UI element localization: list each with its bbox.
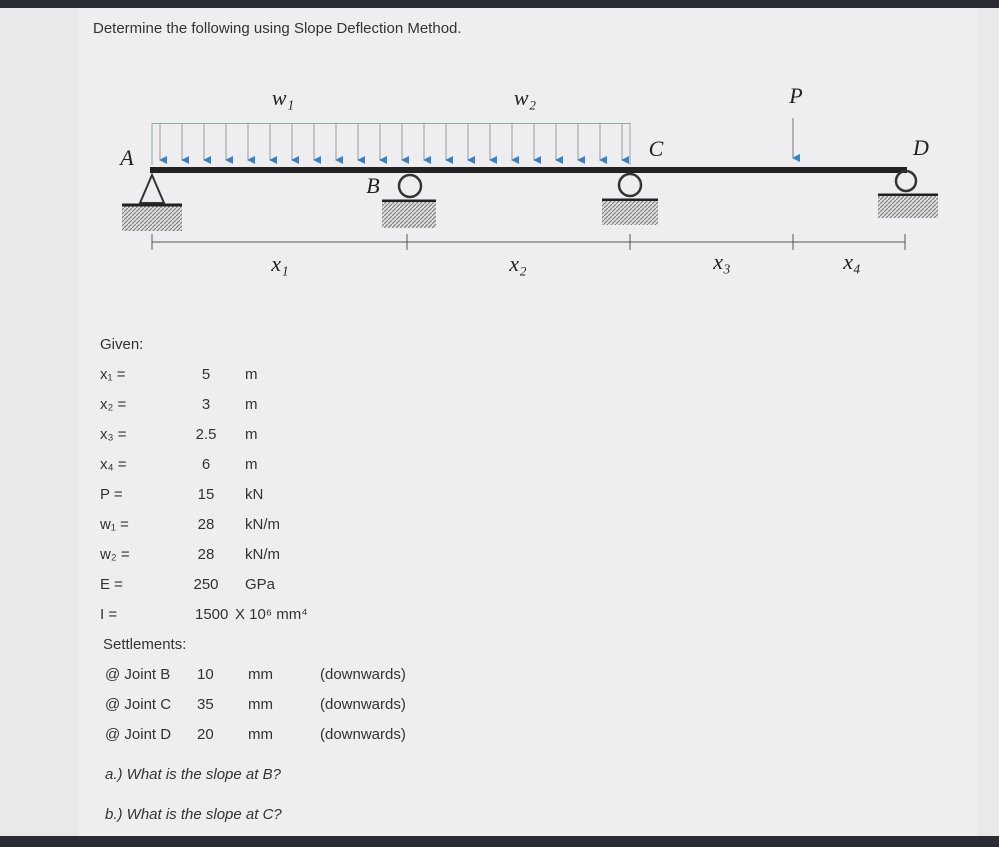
given-unit: X 10⁶ mm⁴ xyxy=(235,606,308,623)
settlement-unit: mm xyxy=(248,696,273,713)
load-label: w₂ xyxy=(514,85,537,110)
beam xyxy=(150,167,907,173)
given-label: x₄ = xyxy=(100,456,127,473)
given-label: x₃ = xyxy=(100,426,127,443)
settlement-unit: mm xyxy=(248,726,273,743)
joint-name: @ Joint D xyxy=(105,726,171,743)
given-value: 28 xyxy=(198,516,215,533)
given-label: I = xyxy=(100,606,117,623)
given-value: 250 xyxy=(193,576,218,593)
settlements-heading: Settlements: xyxy=(103,636,186,653)
given-heading: Given: xyxy=(100,336,143,353)
settlement-direction: (downwards) xyxy=(320,696,406,713)
span-label: x₄ xyxy=(842,249,860,274)
roller xyxy=(617,172,643,198)
settlement-unit: mm xyxy=(248,666,273,683)
given-unit: GPa xyxy=(245,576,276,593)
load-outline xyxy=(152,123,630,124)
given-value: 15 xyxy=(198,486,215,503)
joint-name: @ Joint B xyxy=(105,666,170,683)
given-unit: m xyxy=(245,366,258,383)
beam-diagram xyxy=(122,118,938,243)
given-label: w₁ = xyxy=(99,516,129,533)
roller xyxy=(397,173,423,199)
joint-label: A xyxy=(118,145,134,170)
given-label: w₂ = xyxy=(99,546,130,563)
settlement-direction: (downwards) xyxy=(320,666,406,683)
span-label: x₁ xyxy=(270,251,288,276)
given-unit: m xyxy=(245,426,258,443)
pin-support xyxy=(138,172,166,204)
settlement-direction: (downwards) xyxy=(320,726,406,743)
ground xyxy=(122,205,182,231)
settlement-value: 20 xyxy=(197,726,214,743)
ground xyxy=(878,196,938,218)
title: Determine the following using Slope Defl… xyxy=(93,20,462,37)
question: a.) What is the slope at B? xyxy=(105,766,282,783)
given-value: 3 xyxy=(202,396,210,413)
joint-label: D xyxy=(912,135,929,160)
given-unit: kN/m xyxy=(245,516,280,533)
given-label: x₁ = xyxy=(100,366,126,383)
given-unit: kN/m xyxy=(245,546,280,563)
joint-label: B xyxy=(366,173,379,198)
ground xyxy=(602,201,658,225)
span-label: x₂ xyxy=(508,251,527,276)
given-unit: m xyxy=(245,396,258,413)
given-unit: kN xyxy=(245,486,263,503)
given-unit: m xyxy=(245,456,258,473)
question: b.) What is the slope at C? xyxy=(105,806,282,823)
roller xyxy=(894,169,918,193)
settlement-value: 10 xyxy=(197,666,214,683)
given-label: x₂ = xyxy=(100,396,126,413)
span-label: x₃ xyxy=(712,249,730,274)
document xyxy=(78,8,978,836)
given-value: 28 xyxy=(198,546,215,563)
given-label: E = xyxy=(100,576,123,593)
given-label: P = xyxy=(100,486,123,503)
load-label: w₁ xyxy=(272,85,294,110)
joint-label: C xyxy=(649,136,664,161)
settlement-value: 35 xyxy=(197,696,214,713)
given-value: 1500 xyxy=(195,606,228,623)
load-label: P xyxy=(788,83,802,108)
given-value: 2.5 xyxy=(196,426,217,443)
joint-name: @ Joint C xyxy=(105,696,171,713)
given-value: 5 xyxy=(202,366,210,383)
ground xyxy=(382,202,436,228)
given-value: 6 xyxy=(202,456,210,473)
